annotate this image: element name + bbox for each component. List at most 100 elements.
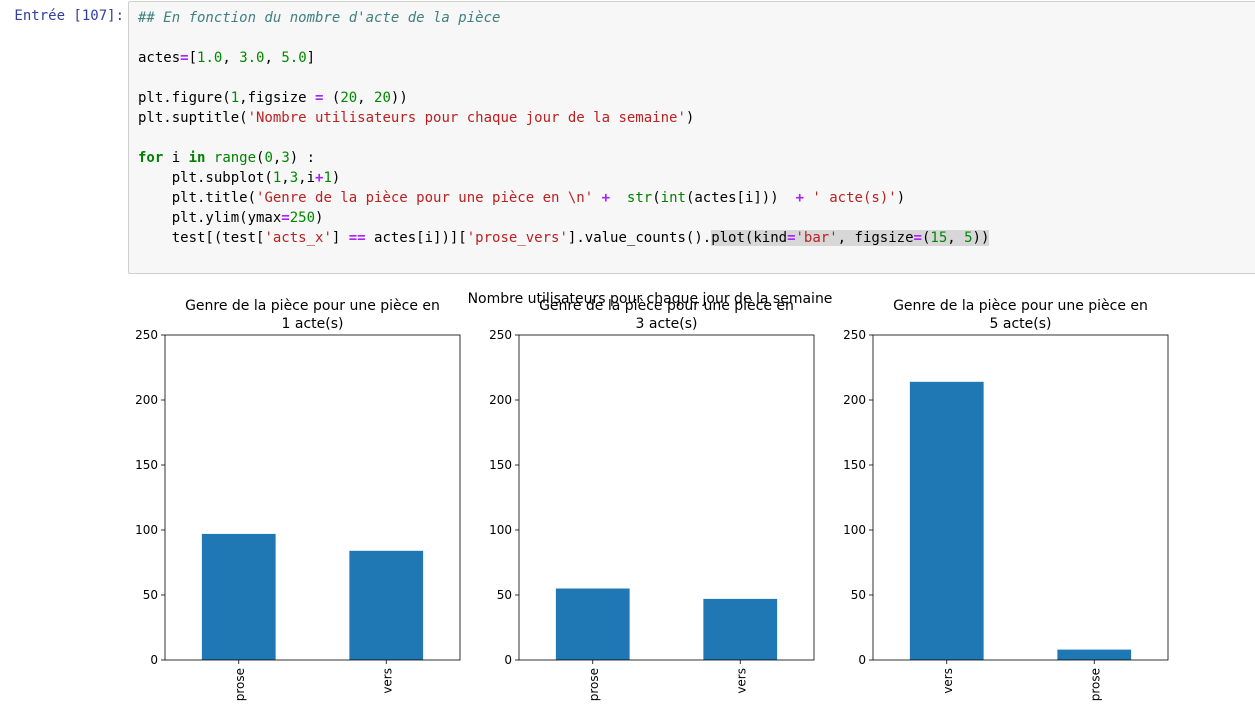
code-token: ( [323, 90, 341, 106]
subplot-3: Genre de la pièce pour une pièce en 5 act… [843, 298, 1169, 701]
code-line: ## En fonction du nombre d'acte de la pi… [138, 8, 989, 28]
code-token: , figsize [837, 230, 914, 246]
cell-output: Nombre utilisateurs pour chaque jour de … [128, 280, 1255, 709]
code-token: 1 [230, 90, 240, 106]
code-token: for [138, 150, 164, 166]
code-token [610, 190, 627, 206]
code-token: ,figsize [239, 90, 316, 106]
x-tick-label: prose [233, 668, 247, 701]
code-token: (actes[i])) [685, 190, 796, 206]
code-token: str [626, 190, 653, 206]
code-token: = [913, 230, 922, 246]
y-tick-label: 50 [143, 588, 158, 602]
y-tick-label: 0 [504, 653, 512, 667]
subplot-title-line: 5 acte(s) [990, 316, 1052, 332]
cell-prompt: Entrée [107]: [14, 8, 124, 24]
y-tick-label: 150 [489, 458, 512, 472]
code-token: 'Genre de la pièce pour une pièce en \n' [256, 190, 594, 206]
code-token: )) [390, 90, 408, 106]
code-token: 1 [272, 170, 282, 186]
code-token: int [660, 190, 686, 206]
code-token: , [222, 50, 240, 66]
code-token: = [315, 90, 324, 106]
code-token: ,i [298, 170, 316, 186]
subplot-title-line: 3 acte(s) [636, 316, 698, 332]
axes-frame [518, 334, 815, 661]
code-editor[interactable]: ## En fonction du nombre d'acte de la pi… [138, 8, 990, 248]
code-line: plt.suptitle('Nombre utilisateurs pour c… [138, 108, 989, 128]
code-token: [ [188, 50, 198, 66]
subplot-title-line: Genre de la pièce pour une pièce en [893, 298, 1148, 314]
code-token: ) : [289, 150, 316, 166]
code-line: for i in range(0,3) : [138, 148, 989, 168]
code-token: ( [921, 230, 931, 246]
y-tick-label: 150 [843, 458, 866, 472]
bar-chart-figure: Nombre utilisateurs pour chaque jour de … [135, 291, 1169, 701]
code-token: plt.ylim(ymax [138, 210, 282, 226]
code-token: in [188, 150, 206, 166]
bar-vers [909, 381, 984, 660]
code-line: plt.title('Genre de la pièce pour une pi… [138, 188, 989, 208]
code-token: ) [896, 190, 906, 206]
y-tick-label: 250 [489, 328, 512, 342]
code-token: ].value_counts(). [567, 230, 712, 246]
code-token: plot(kind [711, 230, 788, 246]
y-tick-label: 250 [843, 328, 866, 342]
x-tick-label: vers [380, 668, 394, 694]
x-tick-label: vers [941, 668, 955, 694]
code-token: 3.0 [239, 50, 265, 66]
y-tick-label: 50 [851, 588, 866, 602]
code-token: ( [256, 150, 265, 166]
subplot-2: Genre de la pièce pour une pièce en 3 act… [489, 298, 815, 701]
y-tick-label: 100 [135, 523, 158, 537]
code-token: , [264, 50, 282, 66]
code-token: 3 [289, 170, 299, 186]
code-token: 'bar' [795, 230, 838, 246]
code-token: range [213, 150, 257, 166]
code-line: plt.ylim(ymax=250) [138, 208, 989, 228]
code-token: == [348, 230, 366, 246]
code-token: 1.0 [197, 50, 223, 66]
code-token: 5 [964, 230, 973, 246]
code-token: actes[i])][ [365, 230, 467, 246]
code-token: = [281, 210, 290, 226]
code-token: + [601, 190, 611, 206]
y-tick-label: 100 [843, 523, 866, 537]
subplot-1: Genre de la pièce pour une pièce en 1 act… [135, 298, 461, 701]
code-token: + [795, 190, 804, 206]
bar-vers [349, 550, 424, 660]
code-token: ) [685, 110, 695, 126]
code-token: actes [138, 50, 181, 66]
code-token: , [281, 170, 290, 186]
code-cell-input[interactable]: ## En fonction du nombre d'acte de la pi… [128, 1, 1255, 274]
code-token: ' acte(s)' [812, 190, 897, 206]
code-token: 250 [289, 210, 316, 226]
code-line [138, 28, 989, 48]
y-tick-label: 200 [843, 393, 866, 407]
code-token: , [272, 150, 282, 166]
code-token: 'Nombre utilisateurs pour chaque jour de… [247, 110, 686, 126]
code-token: 20 [374, 90, 391, 106]
subplot-title-line: 1 acte(s) [282, 316, 344, 332]
bar-prose [555, 588, 630, 660]
code-token: plt.figure( [138, 90, 231, 106]
y-tick-label: 50 [497, 588, 512, 602]
y-tick-label: 0 [858, 653, 866, 667]
code-token: plt.title( [138, 190, 257, 206]
code-token: = [180, 50, 189, 66]
code-line: plt.subplot(1,3,i+1) [138, 168, 989, 188]
code-token: 1 [323, 170, 332, 186]
code-token: , [357, 90, 375, 106]
y-tick-label: 150 [135, 458, 158, 472]
code-token [593, 190, 601, 206]
code-token: 3 [281, 150, 290, 166]
code-token: 15 [930, 230, 948, 246]
code-token: = [787, 230, 796, 246]
x-tick-label: vers [734, 668, 748, 694]
code-token: ( [652, 190, 661, 206]
bar-prose [201, 533, 276, 660]
code-token: ## En fonction du nombre d'acte de la pi… [138, 10, 501, 26]
x-tick-label: prose [1088, 668, 1102, 701]
code-token: test[(test[ [138, 230, 265, 246]
code-line [138, 68, 989, 88]
